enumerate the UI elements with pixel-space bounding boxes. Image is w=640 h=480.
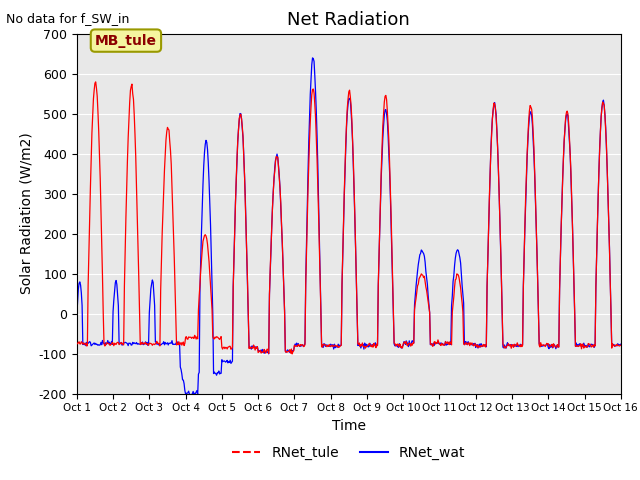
Text: No data for f_SW_in: No data for f_SW_in: [6, 12, 130, 25]
X-axis label: Time: Time: [332, 419, 366, 433]
Y-axis label: Solar Radiation (W/m2): Solar Radiation (W/m2): [19, 133, 33, 294]
Title: Net Radiation: Net Radiation: [287, 11, 410, 29]
Legend: RNet_tule, RNet_wat: RNet_tule, RNet_wat: [227, 441, 471, 466]
Text: MB_tule: MB_tule: [95, 34, 157, 48]
